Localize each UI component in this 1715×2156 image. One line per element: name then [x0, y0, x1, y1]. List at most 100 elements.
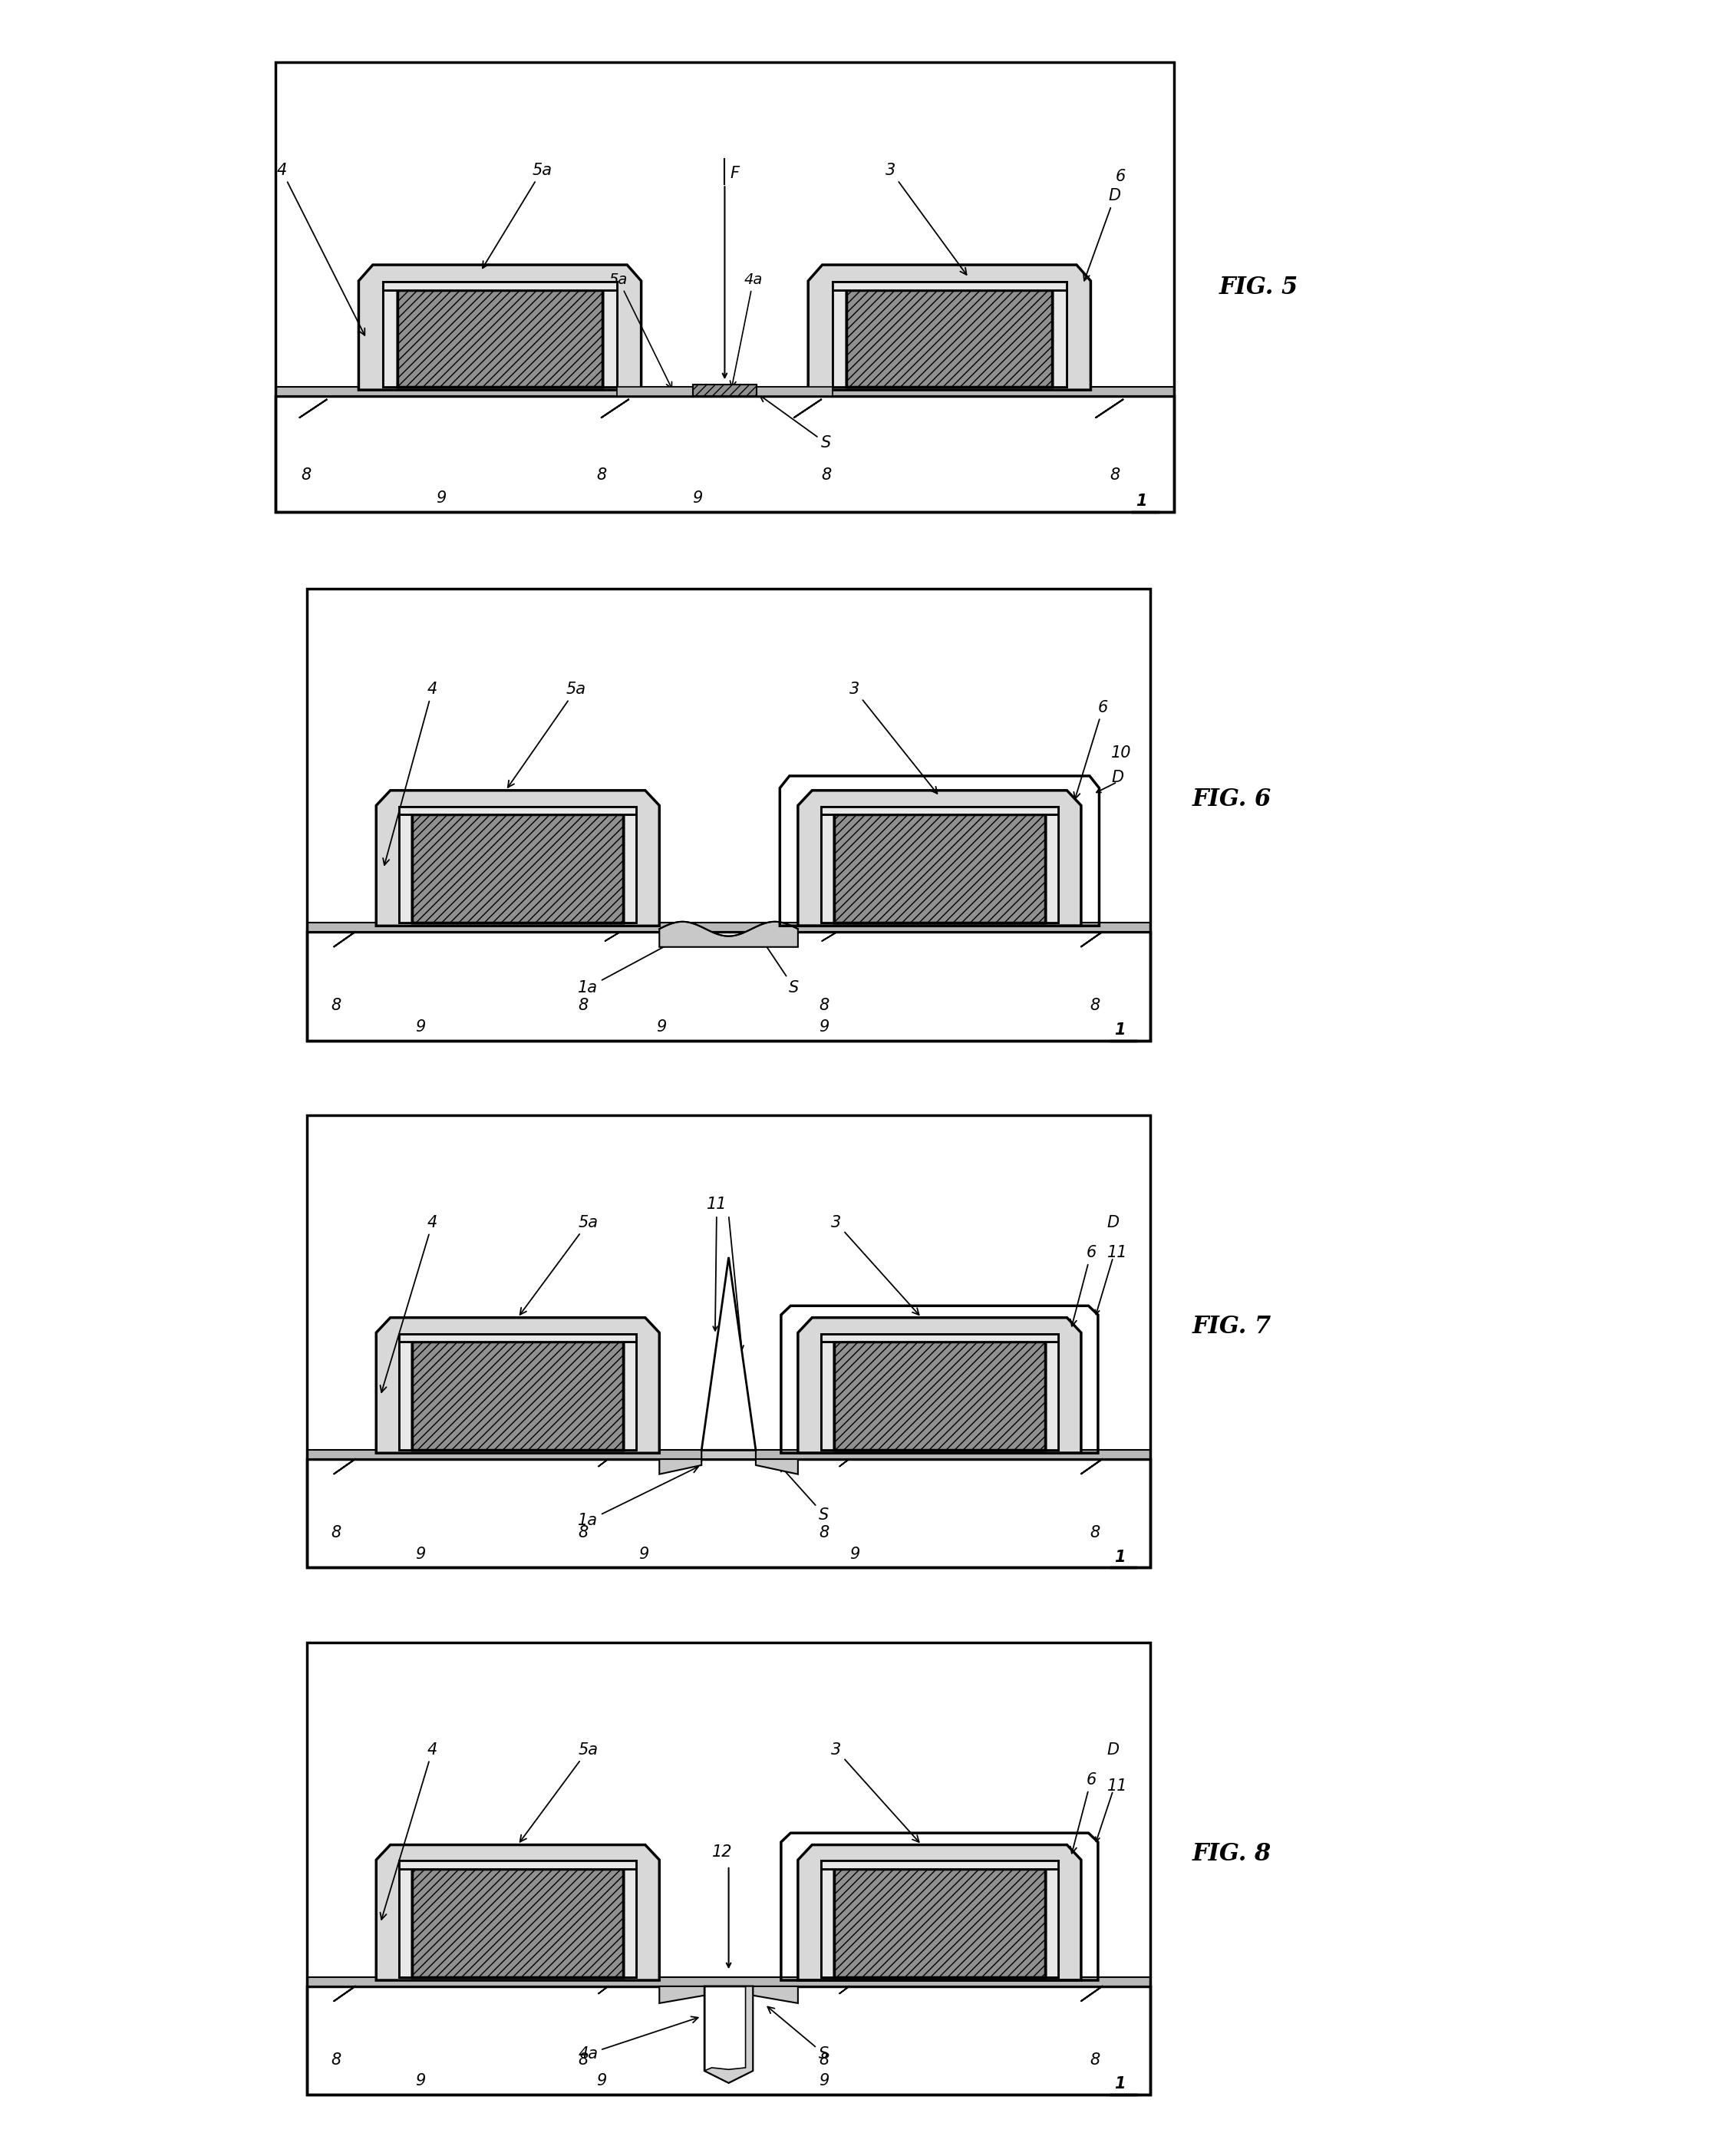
Text: 9: 9 [849, 1546, 859, 1561]
Text: 9: 9 [657, 1020, 667, 1035]
Polygon shape [705, 1986, 753, 2083]
Polygon shape [821, 806, 1058, 923]
Polygon shape [847, 291, 1053, 386]
Polygon shape [821, 1861, 1058, 1869]
Polygon shape [808, 265, 1091, 390]
Polygon shape [382, 282, 617, 291]
Polygon shape [821, 1335, 1058, 1341]
Polygon shape [398, 291, 602, 386]
Polygon shape [412, 1341, 623, 1451]
Polygon shape [412, 815, 623, 923]
Polygon shape [659, 1451, 797, 1475]
Text: 6: 6 [1074, 701, 1108, 800]
Polygon shape [833, 1869, 1044, 1977]
Polygon shape [821, 1861, 1058, 1977]
Polygon shape [821, 1335, 1058, 1341]
Text: 8: 8 [331, 1524, 341, 1542]
Polygon shape [400, 1335, 636, 1451]
Text: 11: 11 [1106, 1244, 1127, 1261]
Text: FIG. 5: FIG. 5 [1219, 276, 1298, 300]
Polygon shape [398, 291, 602, 386]
Text: 8: 8 [1091, 1524, 1101, 1542]
Polygon shape [412, 1341, 623, 1451]
Text: 9: 9 [820, 1020, 828, 1035]
Text: 9: 9 [415, 2074, 425, 2089]
Polygon shape [821, 806, 1058, 815]
Text: 8: 8 [597, 468, 607, 483]
Polygon shape [412, 815, 623, 923]
Polygon shape [821, 1335, 1058, 1451]
Polygon shape [797, 1317, 1080, 1453]
Text: D: D [1106, 1742, 1120, 1757]
Text: 4: 4 [381, 1216, 437, 1393]
Text: FIG. 6: FIG. 6 [1192, 787, 1273, 811]
Text: 5a: 5a [609, 272, 672, 388]
Polygon shape [821, 806, 1058, 815]
Polygon shape [307, 923, 1151, 931]
Polygon shape [797, 791, 1080, 925]
Polygon shape [400, 1335, 636, 1341]
Polygon shape [833, 1341, 1044, 1451]
Text: 11: 11 [1106, 1779, 1127, 1794]
Polygon shape [382, 282, 617, 291]
Text: 8: 8 [578, 2053, 588, 2068]
Text: 8: 8 [821, 468, 832, 483]
Polygon shape [400, 1335, 636, 1451]
Polygon shape [412, 1869, 623, 1977]
Text: 3: 3 [849, 681, 936, 793]
Polygon shape [400, 1335, 636, 1341]
Polygon shape [400, 806, 636, 815]
Polygon shape [400, 1861, 636, 1869]
Text: 4: 4 [276, 162, 365, 336]
Polygon shape [400, 806, 636, 923]
Polygon shape [832, 282, 1067, 291]
Polygon shape [400, 1861, 636, 1869]
Text: 4a: 4a [731, 272, 763, 388]
Text: 8: 8 [1110, 468, 1120, 483]
Text: 3: 3 [832, 1742, 919, 1841]
Text: 5a: 5a [520, 1216, 599, 1315]
Text: 5a: 5a [482, 162, 552, 267]
Text: 3: 3 [885, 162, 967, 274]
Text: 8: 8 [820, 2053, 828, 2068]
Text: S: S [779, 1464, 828, 1522]
Polygon shape [756, 386, 832, 397]
Text: 3: 3 [832, 1216, 919, 1315]
Polygon shape [358, 265, 641, 390]
Text: 4a: 4a [578, 2016, 698, 2061]
Polygon shape [400, 806, 636, 923]
Polygon shape [307, 1451, 1151, 1460]
Text: S: S [760, 395, 832, 451]
Polygon shape [382, 282, 617, 386]
Text: 8: 8 [820, 1524, 828, 1542]
Text: D: D [1084, 188, 1122, 280]
Polygon shape [659, 921, 797, 946]
Text: 6: 6 [1115, 168, 1125, 185]
Polygon shape [376, 1846, 659, 1981]
Polygon shape [274, 386, 1175, 397]
Polygon shape [847, 291, 1053, 386]
Text: S: S [761, 938, 799, 996]
Polygon shape [833, 1341, 1044, 1451]
Polygon shape [376, 1317, 659, 1453]
Polygon shape [400, 806, 636, 815]
Text: 4: 4 [381, 1742, 437, 1919]
Polygon shape [382, 282, 617, 386]
Text: 6: 6 [1070, 1772, 1096, 1854]
Text: 5a: 5a [508, 681, 587, 787]
Text: 1: 1 [1135, 494, 1147, 509]
Text: 4: 4 [382, 681, 437, 865]
Polygon shape [617, 386, 693, 397]
Polygon shape [753, 1986, 797, 2003]
Text: 5a: 5a [520, 1742, 599, 1841]
Text: 8: 8 [300, 468, 310, 483]
Text: 9: 9 [415, 1546, 425, 1561]
Text: 1a: 1a [578, 1466, 698, 1529]
Text: 10: 10 [1111, 746, 1132, 761]
Text: 8: 8 [331, 2053, 341, 2068]
Text: 8: 8 [578, 1524, 588, 1542]
Polygon shape [307, 1460, 1151, 1567]
Text: F: F [731, 166, 739, 181]
Polygon shape [832, 282, 1067, 291]
Polygon shape [833, 815, 1044, 923]
